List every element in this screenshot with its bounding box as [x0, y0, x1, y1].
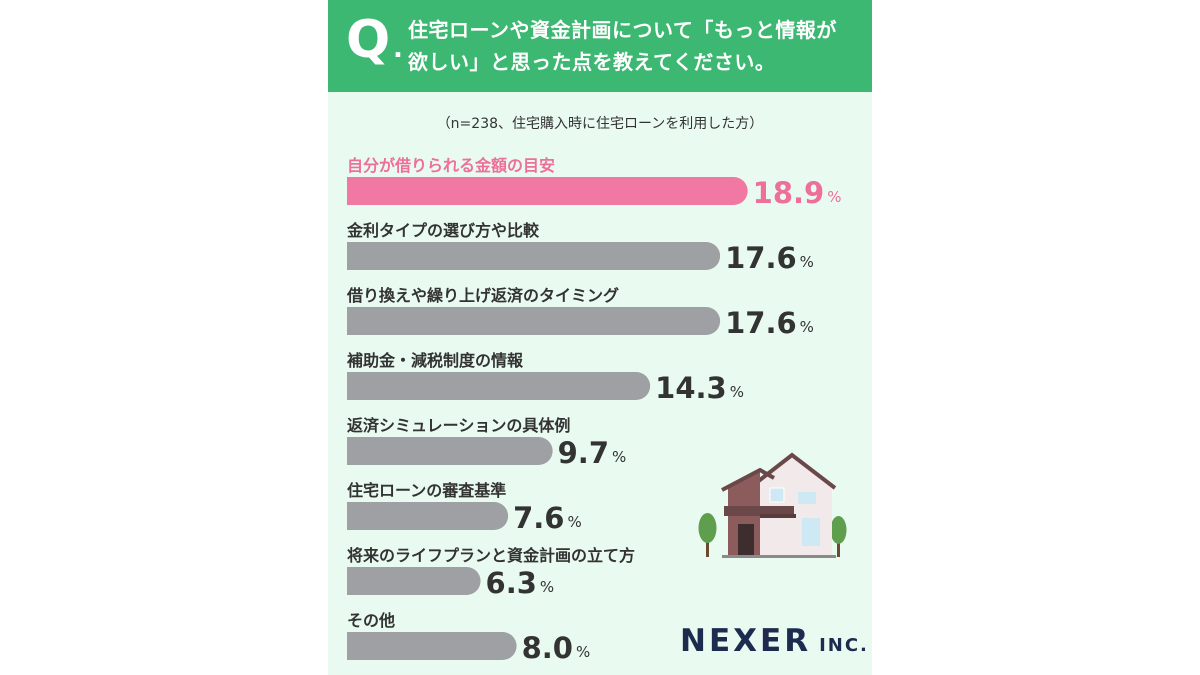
unit-label: %: [540, 578, 554, 596]
nexer-logo: NEXER INC.: [680, 626, 869, 657]
question-header: Q . 住宅ローンや資金計画について「もっと情報が 欲しい」と思った点を教えてく…: [328, 0, 872, 92]
bar-left-edge: [347, 307, 375, 335]
sample-note: （n=238、住宅購入時に住宅ローンを利用した方）: [436, 116, 764, 132]
unit-label: %: [800, 253, 814, 271]
bar-left-edge: [347, 372, 375, 400]
unit-label: %: [576, 643, 590, 661]
bar: [347, 372, 651, 400]
bar: [347, 437, 553, 465]
category-label: 将来のライフプランと資金計画の立て方: [347, 546, 635, 565]
bar: [347, 307, 721, 335]
question-dot: .: [393, 34, 403, 64]
bar: [347, 632, 517, 660]
unit-label: %: [612, 448, 626, 466]
logo-suffix: INC.: [819, 635, 869, 656]
category-label: その他: [347, 611, 395, 630]
value-label: 14.3: [655, 371, 727, 405]
category-label: 金利タイプの選び方や比較: [346, 221, 540, 240]
category-label: 借り換えや繰り上げ返済のタイミング: [346, 286, 619, 305]
value-label: 9.7: [558, 436, 609, 470]
question-text-line-1: 住宅ローンや資金計画について「もっと情報が: [408, 18, 837, 42]
unit-label: %: [567, 513, 581, 531]
value-label: 8.0: [522, 631, 573, 665]
question-mark: Q: [346, 10, 391, 70]
value-label: 17.6: [725, 241, 797, 275]
bar-left-edge: [347, 632, 375, 660]
bar-left-edge: [347, 177, 375, 205]
bar-left-edge: [347, 437, 375, 465]
value-label: 18.9: [753, 176, 825, 210]
category-label: 返済シミュレーションの具体例: [347, 416, 570, 435]
category-label: 補助金・減税制度の情報: [346, 351, 524, 370]
survey-panel: Q . 住宅ローンや資金計画について「もっと情報が 欲しい」と思った点を教えてく…: [328, 0, 872, 675]
unit-label: %: [827, 188, 841, 206]
category-label: 自分が借りられる金額の目安: [347, 156, 555, 175]
bar: [347, 502, 509, 530]
house-illustration-icon: [698, 452, 847, 558]
value-label: 17.6: [725, 306, 797, 340]
bar: [347, 177, 748, 205]
value-label: 7.6: [513, 501, 564, 535]
bar-left-edge: [347, 502, 375, 530]
category-label: 住宅ローンの審査基準: [347, 481, 506, 500]
question-text-line-2: 欲しい」と思った点を教えてください。: [408, 50, 776, 74]
bar: [347, 242, 721, 270]
unit-label: %: [800, 318, 814, 336]
bar: [347, 567, 481, 595]
value-label: 6.3: [486, 566, 537, 600]
bar-left-edge: [347, 567, 375, 595]
unit-label: %: [730, 383, 744, 401]
bar-chart: 自分が借りられる金額の目安 18.9 % 金利タイプの選び方や比較 17.6 % 借り換えや…: [346, 156, 842, 665]
logo-name: NEXER: [680, 623, 812, 659]
bar-left-edge: [347, 242, 375, 270]
